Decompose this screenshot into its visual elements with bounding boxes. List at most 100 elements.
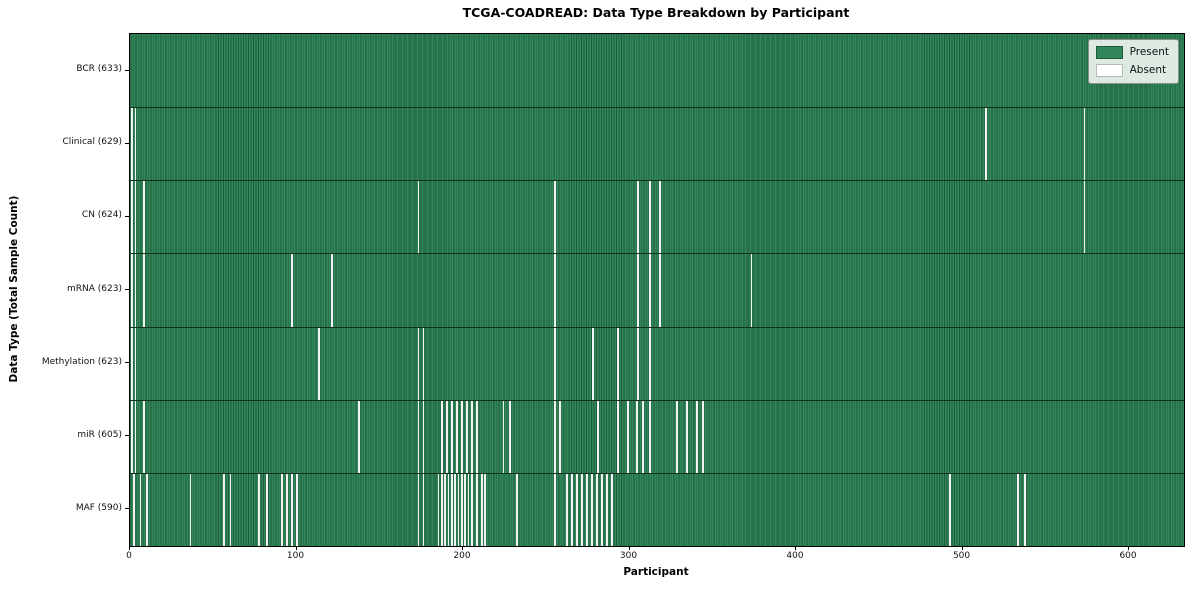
absent-mark-MAF-185 (437, 473, 440, 546)
row-divider (130, 472, 1184, 474)
absent-mark-MAF-271 (580, 473, 583, 546)
absent-mark-CN-573 (1083, 181, 1086, 254)
absent-mark-MAF-2 (132, 473, 135, 546)
absent-mark-MAF-232 (515, 473, 518, 546)
x-tick (795, 546, 797, 550)
chart-title: TCGA-COADREAD: Data Type Breakdown by Pa… (462, 5, 850, 20)
legend-label-present: Present (1129, 46, 1169, 58)
absent-mark-MAF-193 (450, 473, 453, 546)
absent-mark-miR-193 (450, 400, 453, 473)
absent-mark-miR-173 (417, 400, 420, 473)
row-divider (130, 180, 1184, 182)
absent-mark-CN-318 (659, 181, 661, 254)
row-divider (130, 107, 1184, 109)
absent-mark-MAF-277 (590, 473, 593, 546)
absent-mark-Clinical-3 (134, 108, 137, 181)
absent-mark-MAF-199 (460, 473, 463, 546)
absent-mark-mRNA-121 (331, 254, 333, 327)
absent-mark-MAF-191 (447, 473, 450, 546)
y-tick (125, 215, 129, 217)
absent-mark-CN-255 (554, 181, 556, 254)
absent-mark-CN-173 (417, 181, 420, 254)
absent-mark-miR-281 (597, 400, 600, 473)
absent-mark-MAF-492 (948, 473, 951, 546)
absent-mark-Clinical-573 (1083, 108, 1086, 181)
absent-mark-MAF-94 (286, 473, 288, 546)
absent-mark-MAF-268 (575, 473, 578, 546)
absent-mark-miR-208 (475, 400, 478, 473)
absent-mark-miR-228 (509, 400, 512, 473)
absent-mark-MAF-280 (595, 473, 598, 546)
plot-area: Present Absent (129, 33, 1185, 547)
legend-item-present: Present (1095, 46, 1169, 59)
absent-mark-Methylation-173 (417, 327, 420, 400)
y-tick-label-mRNA: mRNA (623) (67, 283, 122, 294)
absent-mark-miR-3 (134, 400, 137, 473)
absent-mark-CN-305 (637, 181, 640, 254)
absent-mark-miR-205 (470, 400, 473, 473)
absent-mark-miR-137 (357, 400, 360, 473)
absent-mark-miR-176 (422, 400, 425, 473)
absent-mark-Methylation-278 (592, 327, 595, 400)
absent-mark-Methylation-305 (637, 327, 640, 400)
absent-mark-MAF-289 (610, 473, 613, 546)
absent-mark-Clinical-1 (131, 108, 134, 181)
absent-mark-Methylation-255 (554, 327, 556, 400)
absent-mark-MAF-60 (229, 473, 232, 546)
absent-mark-miR-196 (455, 400, 458, 473)
absent-mark-CN-8 (142, 181, 145, 254)
absent-mark-MAF-533 (1017, 473, 1019, 546)
absent-mark-mRNA-318 (659, 254, 661, 327)
legend-item-absent: Absent (1095, 64, 1169, 77)
absent-mark-MAF-265 (570, 473, 573, 546)
absent-mark-MAF-201 (464, 473, 467, 546)
absent-mark-miR-258 (559, 400, 561, 473)
x-tick (462, 546, 464, 550)
absent-mark-Methylation-312 (649, 327, 651, 400)
y-tick (125, 362, 129, 364)
absent-mark-MAF-286 (605, 473, 608, 546)
x-tick (295, 546, 297, 550)
absent-mark-miR-190 (445, 400, 448, 473)
absent-mark-MAF-274 (585, 473, 588, 546)
absent-mark-MAF-537 (1023, 473, 1026, 546)
absent-mark-miR-1 (131, 400, 134, 473)
absent-mark-Methylation-176 (422, 327, 425, 400)
absent-mark-miR-340 (695, 400, 698, 473)
absent-mark-MAF-213 (484, 473, 487, 546)
absent-mark-mRNA-3 (134, 254, 137, 327)
absent-mark-MAF-77 (257, 473, 260, 546)
absent-mark-Methylation-113 (317, 327, 320, 400)
absent-mark-miR-304 (635, 400, 638, 473)
absent-mark-CN-312 (649, 181, 651, 254)
absent-mark-Methylation-1 (131, 327, 134, 400)
x-tick-label-300: 300 (619, 551, 638, 561)
x-tick (1128, 546, 1130, 550)
y-tick (125, 289, 129, 290)
row-divider (130, 326, 1184, 328)
y-tick-label-Clinical: Clinical (629) (62, 137, 122, 148)
absent-mark-mRNA-97 (291, 254, 293, 327)
x-tick-label-400: 400 (786, 551, 804, 561)
absent-mark-miR-199 (460, 400, 463, 473)
absent-mark-miR-8 (142, 400, 145, 473)
absent-mark-miR-255 (554, 400, 556, 473)
absent-mark-miR-293 (617, 400, 620, 473)
y-tick (125, 69, 129, 71)
y-tick-label-miR: miR (605) (77, 429, 122, 440)
absent-mark-mRNA-312 (649, 254, 651, 327)
x-tick-label-0: 0 (126, 551, 132, 561)
absent-mark-Methylation-293 (617, 327, 620, 400)
absent-mark-MAF-208 (475, 473, 478, 546)
absent-mark-miR-308 (642, 400, 645, 473)
row-divider (130, 253, 1184, 255)
absent-mark-miR-312 (649, 400, 651, 473)
absent-mark-mRNA-255 (554, 254, 556, 327)
absent-mark-mRNA-373 (750, 254, 753, 327)
y-tick-label-Methylation: Methylation (623) (41, 356, 122, 367)
absent-mark-miR-224 (502, 400, 505, 473)
x-tick-label-500: 500 (952, 551, 971, 561)
absent-mark-MAF-205 (470, 473, 473, 546)
absent-mark-Clinical-514 (985, 108, 988, 181)
